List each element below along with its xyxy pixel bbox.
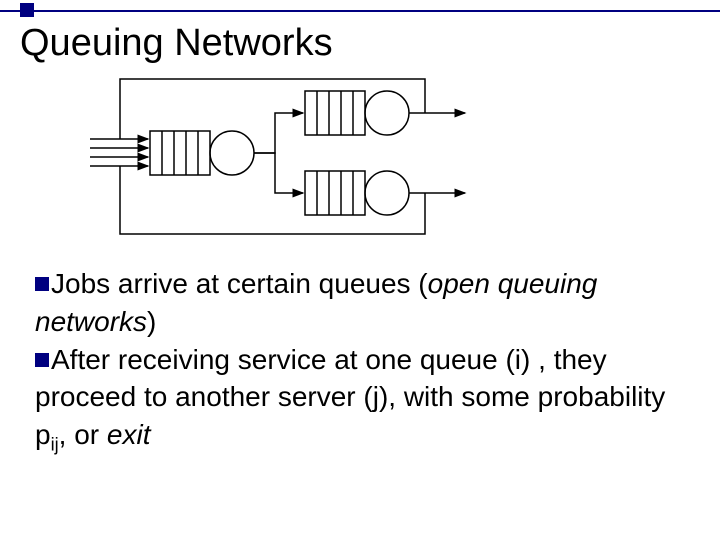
bullet-2-text-italic: exit — [107, 419, 151, 450]
bullet-item-1: Jobs arrive at certain queues (open queu… — [35, 265, 685, 341]
bullet-1-text-post: ) — [147, 306, 156, 337]
bullet-2-subscript: ij — [51, 435, 59, 455]
feedback-bottom-edge — [120, 166, 425, 234]
feedback-top-edge — [120, 79, 425, 139]
bullet-icon — [35, 277, 49, 291]
exit-edges — [409, 113, 465, 193]
bullet-1-text-pre: Jobs arrive at certain queues ( — [51, 268, 428, 299]
queue-node-1 — [150, 131, 254, 175]
queue-node-3 — [305, 171, 409, 215]
bullet-icon — [35, 353, 49, 367]
bullet-list: Jobs arrive at certain queues (open queu… — [35, 265, 685, 457]
entry-arrows — [90, 139, 148, 166]
bullet-item-2: After receiving service at one queue (i)… — [35, 341, 685, 458]
slide-title: Queuing Networks — [20, 22, 333, 65]
header-rule — [0, 10, 720, 12]
bullet-2-text-mid: , or — [59, 419, 107, 450]
queuing-diagram — [70, 76, 470, 241]
queue-node-2 — [305, 91, 409, 135]
split-edges — [254, 113, 303, 193]
